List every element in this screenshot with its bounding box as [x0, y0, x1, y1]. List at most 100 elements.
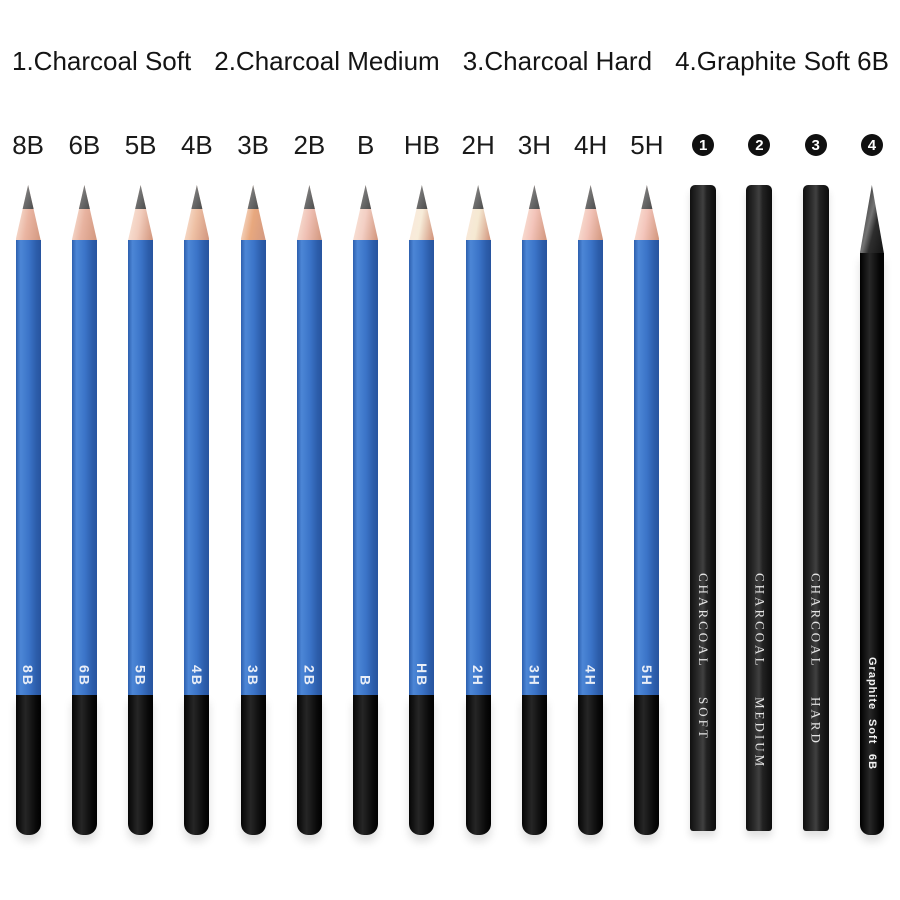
pencil-charcoal-hard: CHARCOAL HARD [802, 185, 829, 831]
charcoal-print: CHARCOAL HARD [803, 573, 829, 745]
grade-label-8b: 8B [12, 129, 45, 160]
lead-point-icon [303, 185, 315, 209]
grade-label-5b: 5B [124, 129, 157, 160]
grade-print: 6B [76, 665, 93, 687]
print-word: 6B [865, 753, 878, 770]
number-badge-1: 1 [692, 134, 715, 156]
pencil-tip [578, 185, 604, 240]
pencil-grid: 8B 8B 6B 6B 5B 5B 4B 4B 3B 3B 2B 2B B B HB HB 2H 2H 3H 3H 4H… [0, 128, 900, 835]
pencil-8b: 8B [15, 185, 41, 835]
pencil-2h: 2H [465, 185, 491, 835]
pencil-body: 2H [465, 240, 491, 695]
grade-print: 2H [470, 665, 487, 687]
grade-print: 3B [245, 665, 262, 687]
pencil-body [859, 253, 884, 835]
pencil-column-3h: 3H 3H [506, 128, 562, 835]
graphite-tip [859, 185, 884, 253]
black-dipped-end [184, 695, 210, 835]
pencil-2b: 2B [296, 185, 322, 835]
grade-print: 4B [188, 665, 205, 687]
print-word: CHARCOAL [808, 573, 824, 669]
pencil-tip [465, 185, 491, 240]
black-dipped-end [128, 695, 154, 835]
pencil-body: 6B [71, 240, 97, 695]
lead-point-icon [22, 185, 34, 209]
number-slot: 1 [692, 128, 715, 162]
pencil-body: 4B [184, 240, 210, 695]
pencil-tip [296, 185, 322, 240]
lead-point-icon [78, 185, 90, 209]
pencil-body: B [353, 240, 379, 695]
pencil-4b: 4B [184, 185, 210, 835]
pencil-column-4b: 4B 4B [169, 128, 225, 835]
lead-point-icon [472, 185, 484, 209]
grade-print: 5B [132, 665, 149, 687]
grade-print: 8B [20, 665, 37, 687]
pencil-column-2b: 2B 2B [281, 128, 337, 835]
print-word: CHARCOAL [752, 573, 768, 669]
pencil-column-5h: 5H 5H [619, 128, 675, 835]
pencil-3b: 3B [240, 185, 266, 835]
pencil-tip [15, 185, 41, 240]
pencil-tip [240, 185, 266, 240]
pencil-body: 3B [240, 240, 266, 695]
number-slot: 4 [860, 128, 883, 162]
number-badge-4: 4 [860, 134, 883, 156]
lead-point-icon [360, 185, 372, 209]
pencil-tip [634, 185, 660, 240]
grade-print: B [357, 674, 374, 687]
pencil-body: 4H [578, 240, 604, 695]
pencil-tip [409, 185, 435, 240]
pencil-column-hb: HB HB [394, 128, 450, 835]
black-dipped-end [578, 695, 604, 835]
legend-item-charcoal-medium: 2.Charcoal Medium [214, 46, 440, 76]
number-slot: 2 [748, 128, 771, 162]
print-word: HARD [808, 696, 824, 746]
pencil-charcoal-medium: CHARCOAL MEDIUM [746, 185, 773, 831]
number-badge-3: 3 [804, 134, 827, 156]
pencil-hb: HB [409, 185, 435, 835]
pencil-column-2h: 2H 2H [450, 128, 506, 835]
pencil-5h: 5H [634, 185, 660, 835]
pencil-column-6b: 6B 6B [56, 128, 112, 835]
pencil-6b: 6B [71, 185, 97, 835]
lead-point-icon [135, 185, 147, 209]
legend-item-graphite-soft-6b: 4.Graphite Soft 6B [675, 46, 889, 76]
print-word: Graphite [865, 657, 878, 711]
pencil-column-n3: 3 CHARCOAL HARD [788, 128, 844, 835]
black-dipped-end [521, 695, 547, 835]
number-badge-2: 2 [748, 134, 771, 156]
grade-print: 5H [638, 665, 655, 687]
pencil-tip [71, 185, 97, 240]
pencil-column-4h: 4H 4H [563, 128, 619, 835]
black-dipped-end [296, 695, 322, 835]
pencil-column-n2: 2 CHARCOAL MEDIUM [731, 128, 787, 835]
pencil-body: 5H [634, 240, 660, 695]
grade-print: HB [413, 662, 430, 687]
print-word: SOFT [696, 696, 712, 741]
charcoal-print: CHARCOAL SOFT [690, 573, 716, 740]
legend-item-charcoal-hard: 3.Charcoal Hard [462, 46, 653, 76]
grade-label-3h: 3H [517, 129, 551, 160]
pencil-body: 8B [15, 240, 41, 695]
grade-print: 2B [301, 665, 318, 687]
lead-point-icon [416, 185, 428, 209]
grade-print: 4H [582, 665, 599, 687]
legend-item-charcoal-soft: 1.Charcoal Soft [12, 46, 192, 76]
grade-label-2b: 2B [293, 129, 326, 160]
pencil-5b: 5B [128, 185, 154, 835]
pencil-tip [128, 185, 154, 240]
pencil-column-n1: 1 CHARCOAL SOFT [675, 128, 731, 835]
grade-label-2h: 2H [461, 129, 495, 160]
pencil-tip [521, 185, 547, 240]
grade-label-6b: 6B [68, 129, 101, 160]
lead-point-icon [585, 185, 597, 209]
black-dipped-end [71, 695, 97, 835]
black-dipped-end [634, 695, 660, 835]
grade-label-b: B [356, 129, 375, 160]
pencil-column-n4: 4 Graphite Soft 6B [844, 128, 900, 835]
grade-label-3b: 3B [237, 129, 270, 160]
print-word: MEDIUM [752, 696, 768, 769]
